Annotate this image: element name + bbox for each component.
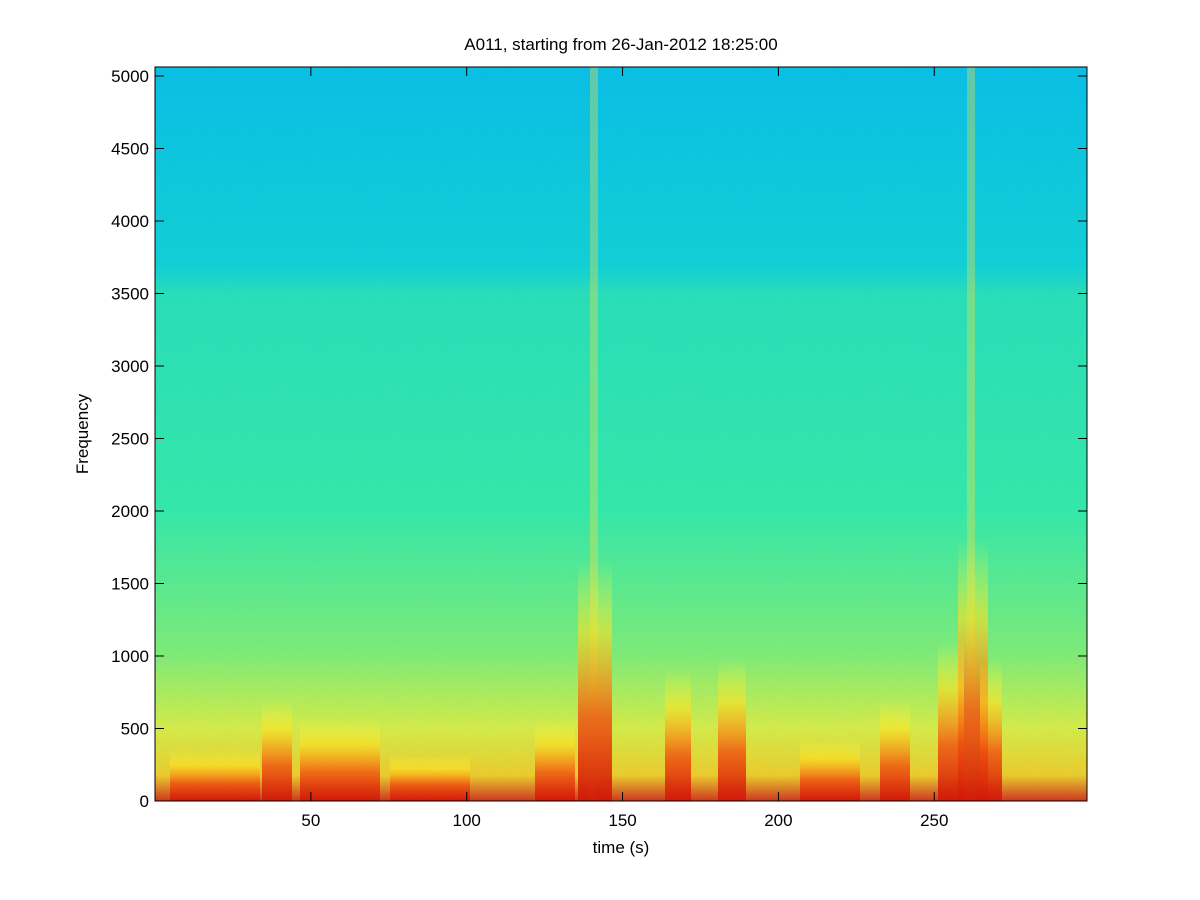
spectrogram-image <box>155 67 1087 801</box>
y-axis-label: Frequency <box>73 393 92 474</box>
x-tick-label: 200 <box>764 811 792 830</box>
y-tick-label: 4000 <box>111 212 149 231</box>
chart-title: A011, starting from 26-Jan-2012 18:25:00 <box>464 35 777 54</box>
y-tick-label: 1000 <box>111 647 149 666</box>
y-tick-label: 5000 <box>111 67 149 86</box>
y-tick-label: 2000 <box>111 502 149 521</box>
y-tick-label: 500 <box>121 719 149 738</box>
y-tick-label: 2500 <box>111 429 149 448</box>
x-axis-label: time (s) <box>593 838 650 857</box>
x-tick-label: 100 <box>453 811 481 830</box>
axes-box <box>154 66 1088 802</box>
y-tick-label: 3000 <box>111 357 149 376</box>
y-tick-label: 3500 <box>111 284 149 303</box>
y-tick-label: 0 <box>140 792 149 811</box>
x-tick-label: 250 <box>920 811 948 830</box>
y-tick-label: 1500 <box>111 574 149 593</box>
x-tick-label: 50 <box>301 811 320 830</box>
x-tick-label: 150 <box>608 811 636 830</box>
y-tick-label: 4500 <box>111 139 149 158</box>
